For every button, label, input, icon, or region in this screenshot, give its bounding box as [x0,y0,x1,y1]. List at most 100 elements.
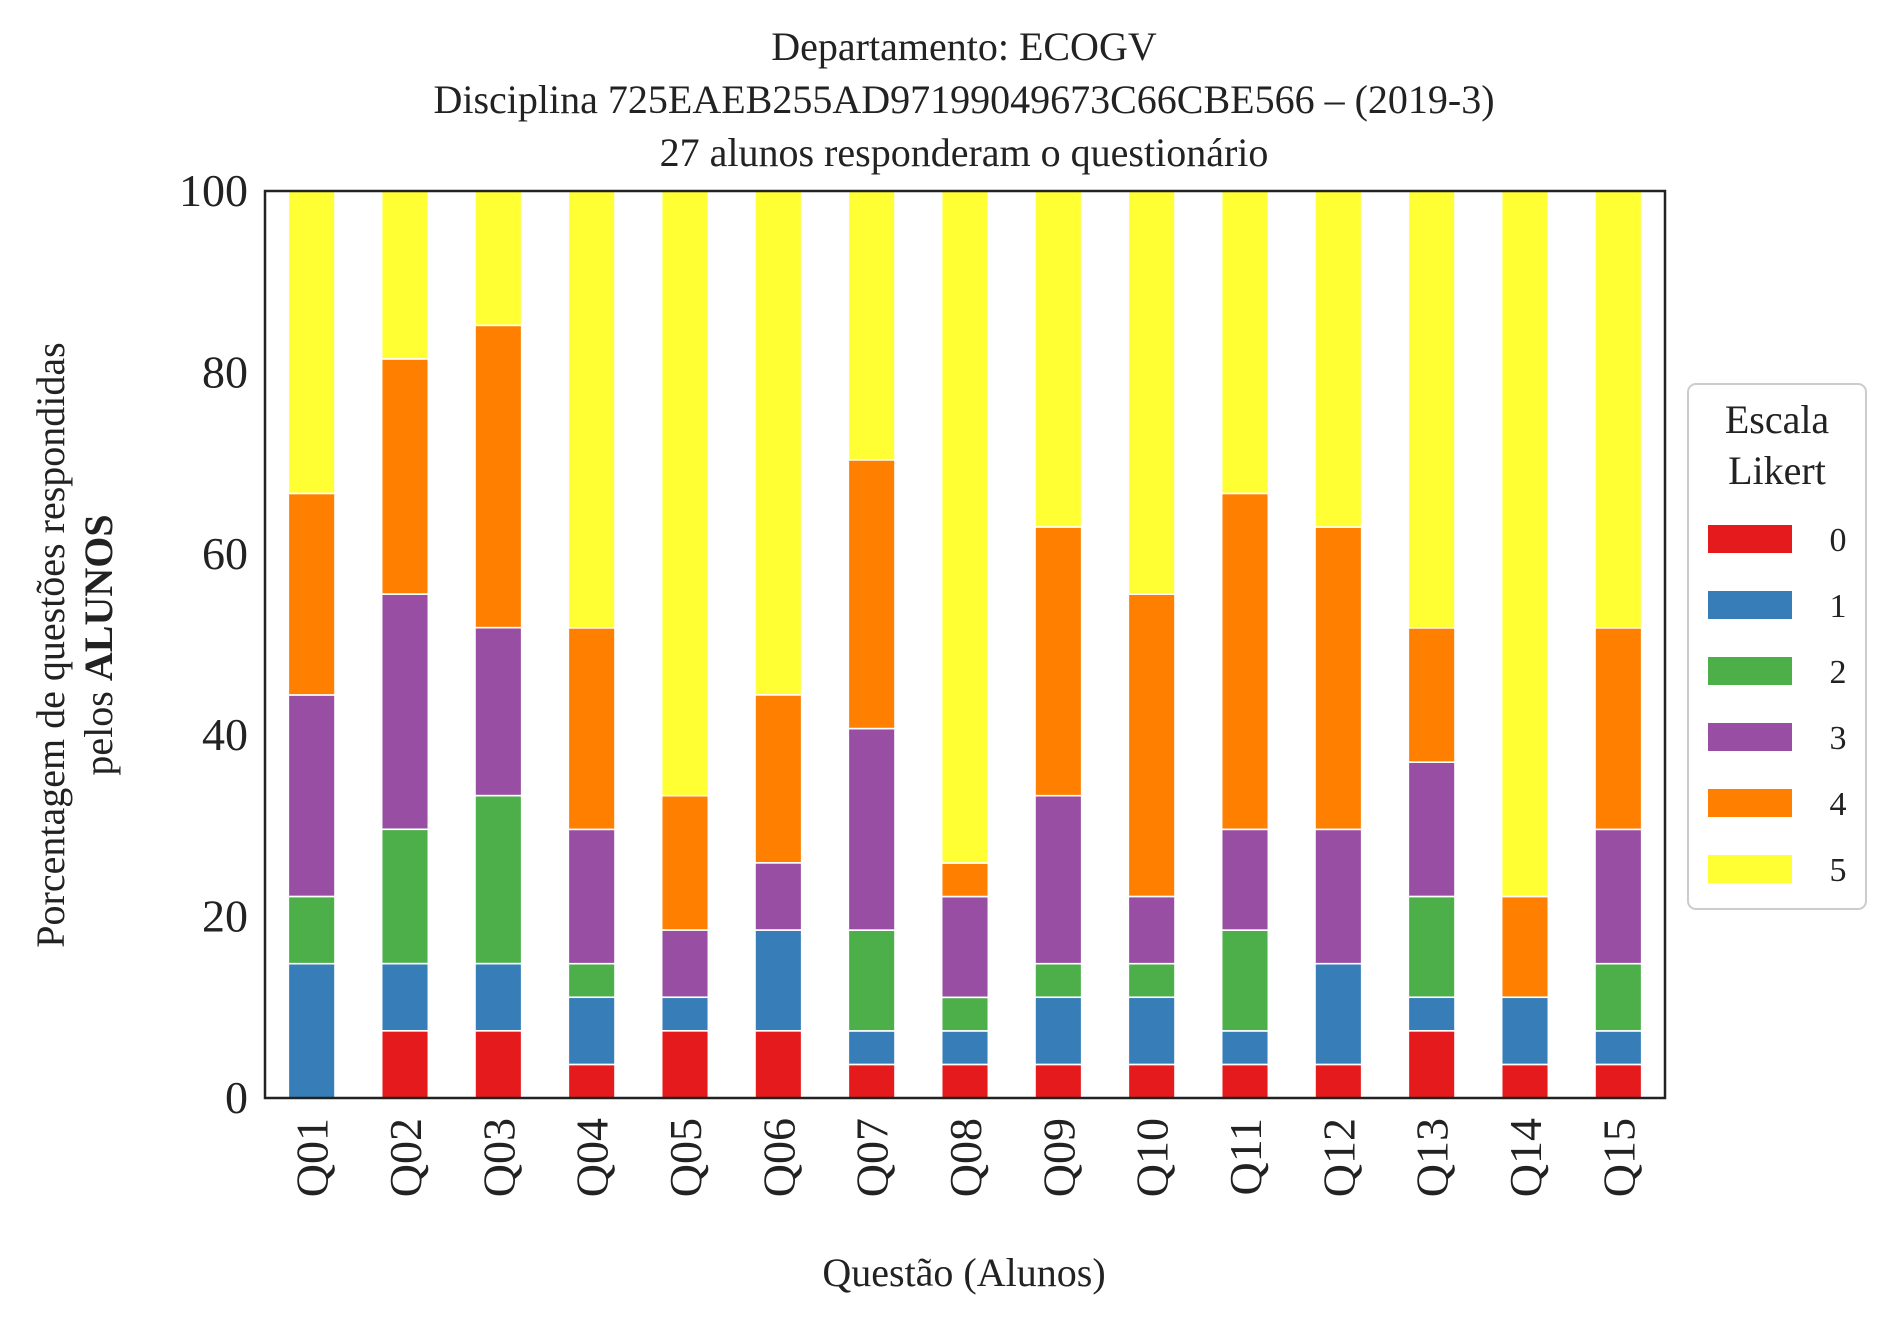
y-tick-label-0: 0 [225,1072,248,1123]
bar-segment-q07-level-5 [847,190,896,461]
bar-segment-q03-level-4 [474,324,523,629]
bar-segment-q05-level-1 [660,996,710,1032]
bar-segment-q04-level-1 [567,996,616,1066]
legend-label-4: 4 [1830,786,1847,823]
bar-segment-q11-level-4 [1220,492,1270,831]
bar-segment-q10-level-3 [1127,895,1176,965]
bar-segment-q11-level-5 [1220,190,1270,495]
x-tick-label-q10: Q10 [1127,1118,1178,1197]
bar-segment-q15-level-4 [1594,627,1643,831]
bar-segment-q02-level-3 [380,593,430,831]
bar-segment-q10-level-4 [1127,593,1176,898]
legend-swatch-2 [1708,657,1792,685]
bar-segment-q11-level-3 [1220,828,1270,931]
y-axis-label-line-1: Porcentagem de questões respondidas [28,342,73,947]
bar-segment-q09-level-0 [1034,1063,1083,1099]
legend-label-0: 0 [1830,522,1847,559]
y-axis-label-line-2: pelos ALUNOS [76,514,121,775]
x-tick-label-q08: Q08 [940,1118,991,1197]
x-tick-label-q03: Q03 [473,1118,524,1197]
bar-segment-q03-level-5 [474,190,523,327]
bar-segment-q09-level-5 [1034,190,1083,528]
legend-label-5: 5 [1830,852,1847,889]
bar-segment-q15-level-2 [1594,962,1643,1032]
bar-segment-q02-level-2 [380,828,430,965]
bar-segment-q07-level-0 [847,1063,896,1099]
legend-title-line-1: Escala [1725,397,1830,442]
bar-segment-q11-level-2 [1220,929,1270,1032]
bar-segment-q05-level-0 [660,1029,710,1099]
bar-segment-q03-level-2 [474,794,523,965]
x-tick-label-q15: Q15 [1593,1118,1644,1197]
bar-segment-q12-level-3 [1314,828,1363,965]
bar-segment-q06-level-5 [754,190,803,696]
bar-segment-q04-level-2 [567,962,616,999]
bar-segment-q14-level-0 [1500,1063,1550,1099]
legend-swatch-4 [1708,789,1792,817]
bar-segment-q08-level-5 [940,190,990,864]
bar-segment-q02-level-4 [380,358,430,595]
y-tick-label-60: 60 [202,528,248,579]
bar-segment-q12-level-4 [1314,526,1363,831]
bar-segment-q03-level-3 [474,626,523,797]
x-tick-label-q13: Q13 [1407,1118,1458,1197]
y-tick-label-40: 40 [202,709,248,760]
bar-segment-q11-level-0 [1220,1063,1270,1099]
bar-segment-q14-level-5 [1500,190,1550,898]
bar-segment-q04-level-4 [567,627,616,831]
bar-segment-q12-level-5 [1314,190,1363,528]
y-tick-label-80: 80 [202,346,248,397]
bar-segment-q15-level-0 [1594,1063,1643,1099]
bar-segment-q14-level-4 [1500,895,1550,999]
x-axis-ticks: Q01 Q02 Q03 Q04 Q05 Q06 Q07 Q08 Q09 Q10 Q11 Q12 Q13 Q… [287,1118,1645,1197]
bar-segment-q05-level-5 [660,190,710,797]
legend-swatch-0 [1708,525,1792,553]
legend: Escala Likert 0 1 2 3 4 5 [1687,383,1867,910]
bar-segment-q01-level-4 [287,492,336,696]
title-line-3: 27 alunos responderam o questionário [660,130,1269,175]
bar-segment-q08-level-4 [940,862,990,898]
bar-segment-q13-level-1 [1407,996,1456,1032]
bar-segment-q13-level-3 [1407,761,1456,898]
bar-segment-q01-level-2 [287,895,336,965]
bar-segment-q13-level-5 [1407,190,1456,629]
bar-segment-q10-level-0 [1127,1063,1176,1099]
legend-item-2: 2 [1708,654,1847,691]
bars-layer [287,190,1643,1099]
y-tick-label-100: 100 [179,165,248,216]
legend-item-0: 0 [1708,522,1847,559]
x-tick-label-q06: Q06 [753,1118,804,1197]
bar-segment-q06-level-1 [754,929,803,1032]
bar-segment-q15-level-3 [1594,828,1643,965]
bar-segment-q08-level-2 [940,996,990,1032]
legend-item-5: 5 [1708,852,1847,889]
x-tick-label-q07: Q07 [847,1118,898,1197]
bar-segment-q14-level-1 [1500,996,1550,1066]
bar-segment-q08-level-1 [940,1030,990,1066]
bar-segment-q10-level-1 [1127,996,1176,1066]
legend-frame [1687,383,1867,910]
bar-segment-q04-level-5 [567,190,616,629]
legend-label-3: 3 [1830,720,1847,757]
bar-segment-q05-level-4 [660,794,710,931]
bar-segment-q06-level-3 [754,862,803,931]
bar-segment-q03-level-1 [474,962,523,1032]
legend-label-1: 1 [1830,588,1847,625]
legend-item-1: 1 [1708,588,1847,625]
bar-segment-q08-level-3 [940,895,990,999]
bar-segment-q08-level-0 [940,1063,990,1099]
legend-label-2: 2 [1830,654,1847,691]
bar-segment-q07-level-4 [847,459,896,730]
y-axis-label: Porcentagem de questões respondidas pelo… [28,342,121,947]
bar-segment-q15-level-5 [1594,190,1643,629]
bar-segment-q13-level-4 [1407,627,1456,763]
x-tick-label-q09: Q09 [1033,1118,1084,1197]
x-tick-label-q12: Q12 [1313,1118,1364,1197]
bar-segment-q02-level-0 [380,1029,430,1099]
bar-segment-q01-level-1 [287,962,336,1099]
legend-swatch-1 [1708,591,1792,619]
x-tick-label-q02: Q02 [380,1118,431,1197]
bar-segment-q13-level-0 [1407,1029,1456,1099]
legend-swatch-3 [1708,723,1792,751]
